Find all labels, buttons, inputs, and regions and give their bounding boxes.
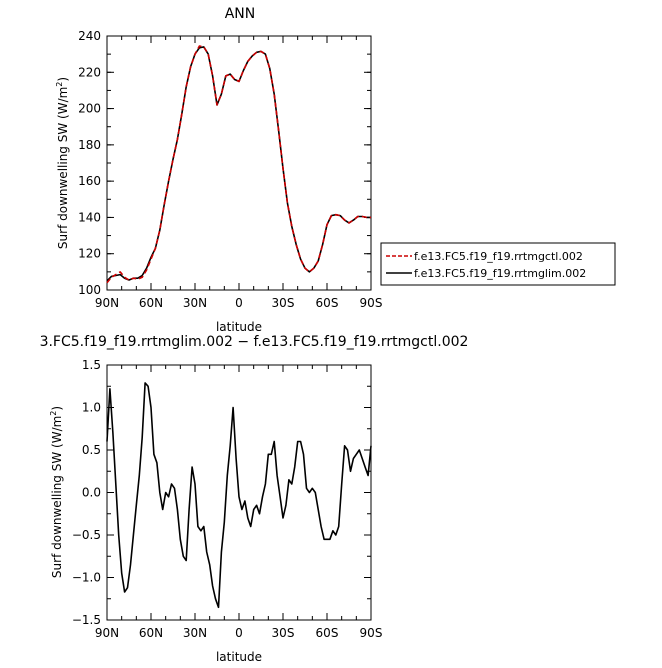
bottom-chart-x-tick-label: 90N: [95, 626, 119, 640]
top-chart-x-tick-label: 30N: [183, 296, 207, 310]
bottom-chart-y-tick-label: 0.0: [82, 486, 101, 500]
bottom-chart-y-axis-label: Surf downwelling SW (W/m2): [49, 406, 64, 578]
top-chart-y-tick-label: 220: [78, 65, 101, 79]
bottom-chart-title: 3.FC5.f19_f19.rrtmglim.002 − f.e13.FC5.f…: [40, 334, 469, 350]
bottom-chart-y-tick-label: −0.5: [72, 528, 101, 542]
top-chart-y-tick-label: 100: [78, 283, 101, 297]
bottom-chart-x-axis-label: latitude: [216, 650, 262, 664]
top-chart-x-tick-label: 0: [235, 296, 243, 310]
top-chart-series-0-line: [106, 45, 371, 284]
top-chart-y-tick-label: 200: [78, 102, 101, 116]
bottom-chart-x-tick-label: 30S: [272, 626, 295, 640]
top-chart-x-tick-label: 60N: [139, 296, 163, 310]
top-chart-y-tick-label: 120: [78, 247, 101, 261]
top-chart-y-tick-label: 240: [78, 29, 101, 43]
top-chart-title: ANN: [225, 6, 256, 22]
top-chart-x-tick-label: 90N: [95, 296, 119, 310]
bottom-chart-x-tick-label: 30N: [183, 626, 207, 640]
legend-box: [380, 242, 616, 286]
top-chart-y-axis-label-text: Surf downwelling SW (W/m: [56, 87, 70, 249]
top-chart-panel: ANN Surf downwelling SW (W/m2) latitude …: [55, 6, 382, 334]
bottom-chart-y-tick-label: 1.0: [82, 401, 101, 415]
top-chart-x-tick-label: 30S: [272, 296, 295, 310]
top-chart-x-tick-label: 90S: [360, 296, 383, 310]
top-chart-y-tick-label: 180: [78, 138, 101, 152]
top-chart-plot-frame: [106, 35, 372, 291]
svg-text:Surf downwelling SW (W/m2): Surf downwelling SW (W/m2): [49, 406, 64, 578]
bottom-chart-y-tick-label: 1.5: [82, 358, 101, 372]
legend-label-1: f.e13.FC5.f19_f19.rrtmglim.002: [414, 267, 586, 280]
top-chart-y-axis-label-sup: 2: [55, 82, 64, 87]
legend-label-0: f.e13.FC5.f19_f19.rrtmgctl.002: [414, 250, 583, 263]
top-chart-y-tick-label: 160: [78, 174, 101, 188]
bottom-chart-y-axis-label-sup: 2: [49, 411, 58, 416]
bottom-chart-panel: 3.FC5.f19_f19.rrtmglim.002 − f.e13.FC5.f…: [40, 334, 469, 664]
top-chart-x-tick-label: 60S: [316, 296, 339, 310]
bottom-chart-y-axis-label-close: ): [50, 406, 64, 411]
svg-text:Surf downwelling SW (W/m2): Surf downwelling SW (W/m2): [55, 77, 70, 249]
bottom-chart-y-tick-label: −1.0: [72, 571, 101, 585]
top-chart-x-axis-label: latitude: [216, 320, 262, 334]
top-chart-y-axis-label: Surf downwelling SW (W/m2): [55, 77, 70, 249]
bottom-chart-series-0-line: [106, 382, 372, 609]
top-chart-legend: f.e13.FC5.f19_f19.rrtmgctl.002 f.e13.FC5.…: [380, 242, 616, 286]
bottom-chart-y-tick-label: −1.5: [72, 613, 101, 627]
bottom-chart-x-tick-label: 90S: [360, 626, 383, 640]
top-chart-y-axis-label-close: ): [56, 77, 70, 82]
bottom-chart-x-tick-label: 60N: [139, 626, 163, 640]
bottom-chart-x-tick-label: 60S: [316, 626, 339, 640]
top-chart-y-tick-label: 140: [78, 210, 101, 224]
bottom-chart-x-tick-label: 0: [235, 626, 243, 640]
bottom-chart-y-axis-label-text: Surf downwelling SW (W/m: [50, 416, 64, 578]
bottom-chart-y-tick-label: 0.5: [82, 443, 101, 457]
